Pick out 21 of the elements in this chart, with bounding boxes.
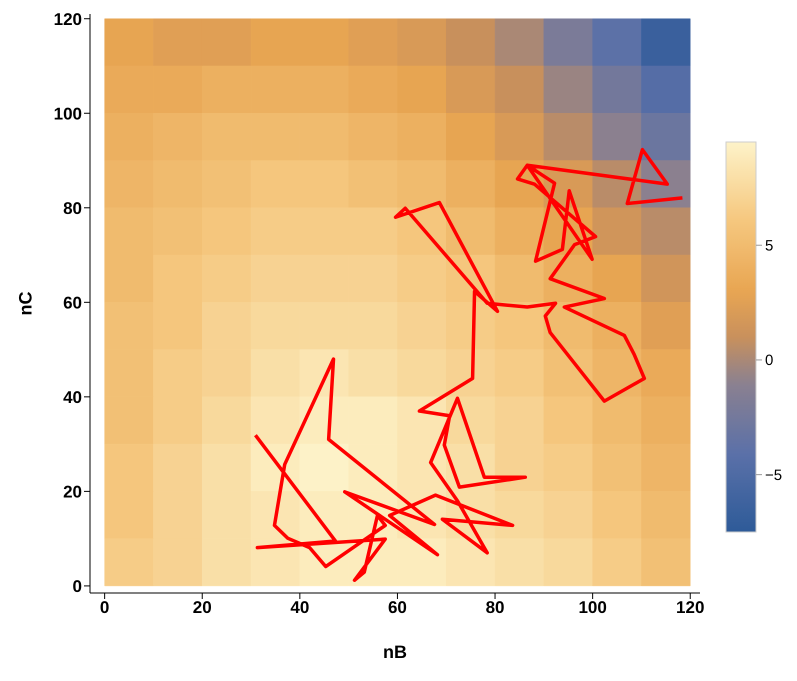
y-axis-title: nC — [15, 292, 36, 316]
x-tick-label: 0 — [100, 598, 110, 618]
color-bar-label: 0 — [765, 352, 774, 370]
y-tick-label: 40 — [63, 388, 82, 407]
line-series — [254, 148, 684, 582]
y-tick-label: 120 — [54, 10, 82, 29]
y-tick-label: 0 — [72, 576, 82, 596]
x-tick-label: 80 — [486, 598, 504, 618]
color-bar-label: 5 — [765, 237, 774, 254]
y-tick-label: 100 — [54, 104, 82, 124]
y-tick-label: 20 — [63, 482, 82, 502]
x-tick-label: 120 — [676, 598, 704, 618]
x-tick-label: 20 — [192, 598, 212, 618]
x-tick-label: 60 — [388, 598, 407, 618]
y-tick-label: 80 — [63, 198, 82, 218]
y-tick-label: 60 — [63, 293, 82, 312]
x-axis-title: nB — [383, 642, 407, 662]
color-bar-label: −5 — [765, 466, 782, 484]
colorbar: −5 0 5 — [718, 132, 790, 552]
x-tick-label: 100 — [578, 598, 607, 618]
x-tick-label: 40 — [290, 598, 310, 618]
